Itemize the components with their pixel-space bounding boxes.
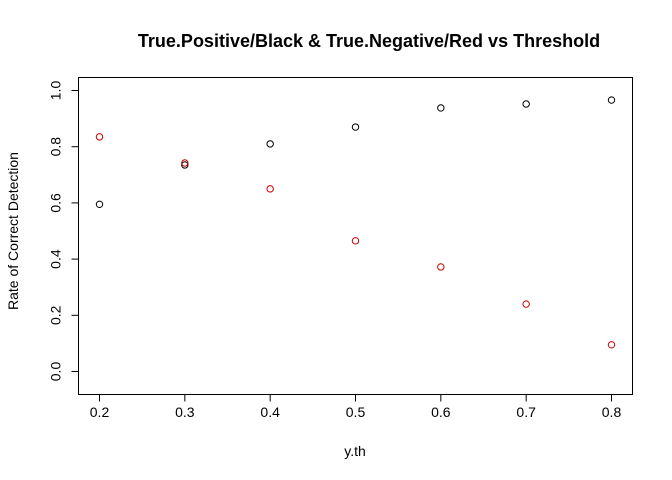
plot-frame (78, 77, 633, 395)
x-tick-label: 0.5 (346, 404, 366, 420)
x-tick-label: 0.3 (175, 404, 195, 420)
series-2-point (181, 159, 189, 167)
x-tick-label: 0.6 (431, 404, 451, 420)
series-1-point (181, 161, 189, 169)
series-1-point (351, 123, 360, 131)
series-2-point (437, 263, 445, 271)
x-tick-label: 0.7 (516, 404, 536, 420)
x-tick-label: 0.4 (260, 404, 280, 420)
y-axis-label: Rate of Correct Detection (5, 152, 21, 310)
x-tick-label: 0.2 (90, 404, 110, 420)
series-2-point (266, 185, 274, 193)
series-2-point (351, 237, 360, 245)
series-1-point (266, 140, 274, 148)
y-tick-label: 0.8 (48, 137, 64, 157)
series-1-point (437, 104, 445, 112)
y-axis: 0.0 0.2 0.4 0.6 0.8 1.0 (48, 81, 79, 382)
series-2-point (607, 341, 616, 349)
x-tick-label: 0.8 (602, 404, 622, 420)
series-2-point (95, 133, 104, 141)
x-axis: 0.2 0.3 0.4 0.5 0.6 0.7 0.8 (90, 394, 622, 420)
y-tick-label: 0.6 (48, 193, 64, 213)
series-1-point (95, 200, 104, 209)
y-tick-label: 0.2 (48, 305, 64, 325)
series-1-point (607, 96, 616, 104)
y-tick-label: 1.0 (48, 81, 64, 101)
y-tick-label: 0.4 (48, 249, 64, 269)
series-1-point (522, 100, 530, 108)
y-tick-label: 0.0 (48, 362, 64, 382)
x-axis-label: y.th (344, 443, 366, 459)
data-points (95, 96, 616, 349)
series-2-point (522, 300, 530, 308)
chart-title: True.Positive/Black & True.Negative/Red … (138, 31, 600, 51)
